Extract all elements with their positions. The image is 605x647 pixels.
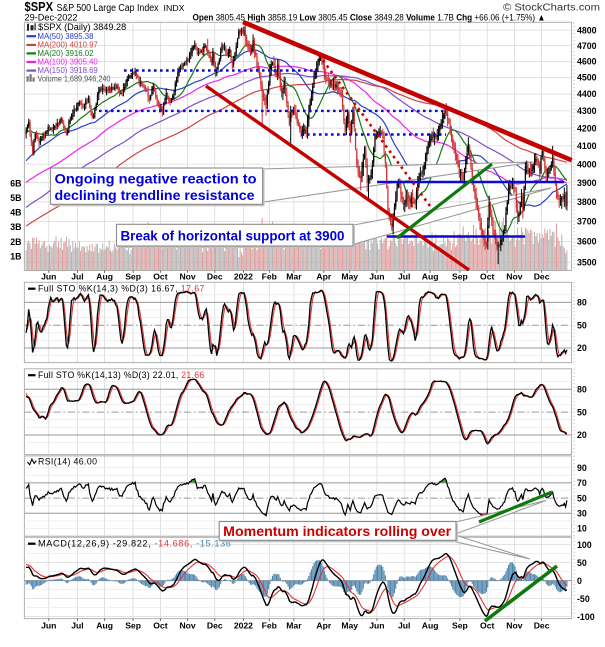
svg-text:Full STO %K(14,3) %D(3) 16.67,: Full STO %K(14,3) %D(3) 16.67, 17.67	[38, 284, 205, 294]
svg-text:Sep: Sep	[125, 272, 141, 282]
svg-text:Volume 1,689,946,240: Volume 1,689,946,240	[38, 75, 112, 84]
svg-text:3500: 3500	[577, 257, 597, 267]
svg-text:Open 3805.45 High 3858.19 Low: Open 3805.45 High 3858.19 Low 3805.45 Cl…	[193, 13, 546, 24]
svg-text:Nov: Nov	[179, 272, 195, 282]
svg-text:Dec: Dec	[534, 272, 550, 282]
svg-text:4700: 4700	[577, 41, 597, 51]
svg-text:Oct: Oct	[153, 621, 167, 631]
svg-text:4200: 4200	[577, 123, 597, 133]
svg-text:MA(50) 3895.38: MA(50) 3895.38	[38, 32, 94, 41]
svg-text:2022: 2022	[234, 272, 253, 282]
svg-text:Mar: Mar	[286, 621, 302, 631]
svg-text:declining trendline resistance: declining trendline resistance	[55, 187, 255, 203]
svg-text:90: 90	[577, 463, 587, 473]
svg-text:3900: 3900	[577, 178, 597, 188]
svg-text:© StockCharts.com: © StockCharts.com	[503, 3, 600, 14]
svg-text:Nov: Nov	[506, 621, 522, 631]
svg-text:3600: 3600	[577, 237, 597, 247]
svg-text:Dec: Dec	[534, 621, 550, 631]
svg-text:$SPX: $SPX	[25, 0, 54, 14]
svg-text:Apr: Apr	[316, 272, 331, 282]
svg-text:Feb: Feb	[262, 621, 277, 631]
svg-text:Oct: Oct	[480, 621, 494, 631]
svg-text:Sep: Sep	[452, 621, 468, 631]
svg-text:Jul: Jul	[71, 272, 83, 282]
svg-text:20: 20	[577, 430, 587, 440]
svg-text:29-Dec-2022: 29-Dec-2022	[25, 13, 78, 23]
svg-text:Aug: Aug	[422, 621, 439, 631]
svg-text:6B: 6B	[10, 178, 21, 188]
svg-text:Ongoing negative reaction to: Ongoing negative reaction to	[55, 170, 257, 186]
svg-text:Break of horizontal support at: Break of horizontal support at 3900	[121, 228, 345, 244]
svg-text:3800: 3800	[577, 197, 597, 207]
svg-text:Mar: Mar	[286, 272, 302, 282]
svg-text:Nov: Nov	[506, 272, 522, 282]
svg-text:Sep: Sep	[452, 272, 468, 282]
svg-text:50: 50	[577, 320, 587, 330]
svg-text:4100: 4100	[577, 141, 597, 151]
svg-text:10: 10	[577, 524, 587, 534]
svg-text:Jun: Jun	[369, 621, 384, 631]
svg-text:0: 0	[577, 576, 582, 586]
svg-text:Jun: Jun	[369, 272, 384, 282]
svg-text:INDX: INDX	[164, 3, 185, 13]
svg-text:Jul: Jul	[398, 272, 410, 282]
svg-text:Full STO %K(14,13) %D(3) 22.01: Full STO %K(14,13) %D(3) 22.01, 21.66	[38, 370, 205, 380]
svg-text:3B: 3B	[10, 222, 21, 232]
svg-text:Apr: Apr	[316, 621, 331, 631]
svg-text:Oct: Oct	[480, 272, 494, 282]
svg-text:4500: 4500	[577, 73, 597, 83]
svg-text:May: May	[341, 621, 358, 631]
svg-text:-100: -100	[577, 612, 595, 622]
svg-text:80: 80	[577, 298, 587, 308]
svg-text:2B: 2B	[10, 237, 21, 247]
svg-text:50: 50	[577, 493, 587, 503]
svg-text:20: 20	[577, 343, 587, 353]
svg-text:Oct: Oct	[153, 272, 167, 282]
svg-text:Dec: Dec	[207, 621, 223, 631]
svg-text:2022: 2022	[234, 621, 253, 631]
svg-text:4B: 4B	[10, 208, 21, 218]
svg-text:3700: 3700	[577, 217, 597, 227]
svg-text:4600: 4600	[577, 57, 597, 67]
svg-text:Jun: Jun	[41, 272, 56, 282]
svg-text:Feb: Feb	[262, 272, 277, 282]
svg-text:30: 30	[577, 509, 587, 519]
svg-text:50: 50	[577, 558, 587, 568]
svg-text:MACD(12,26,9) -29.822, -14.686: MACD(12,26,9) -29.822, -14.686, -15.136	[38, 539, 232, 549]
svg-text:4300: 4300	[577, 106, 597, 116]
svg-text:Aug: Aug	[96, 621, 113, 631]
svg-text:Dec: Dec	[207, 272, 223, 282]
svg-text:S&P 500 Large Cap Index: S&P 500 Large Cap Index	[57, 3, 159, 14]
svg-text:Aug: Aug	[96, 272, 113, 282]
svg-text:100: 100	[577, 540, 592, 550]
svg-text:MA(150) 3918.69: MA(150) 3918.69	[38, 66, 98, 75]
svg-text:MA(20) 3916.02: MA(20) 3916.02	[38, 49, 94, 58]
svg-text:4000: 4000	[577, 159, 597, 169]
svg-text:Jun: Jun	[41, 621, 56, 631]
svg-text:May: May	[341, 272, 358, 282]
svg-text:80: 80	[577, 384, 587, 394]
svg-text:70: 70	[577, 478, 587, 488]
svg-text:4400: 4400	[577, 89, 597, 99]
svg-text:MA(200) 4010.97: MA(200) 4010.97	[38, 41, 98, 50]
svg-text:-50: -50	[577, 594, 590, 604]
svg-text:Sep: Sep	[125, 621, 141, 631]
svg-text:50: 50	[577, 407, 587, 417]
svg-text:$SPX (Daily) 3849.28: $SPX (Daily) 3849.28	[38, 22, 126, 32]
svg-text:Momentum indicators rolling ov: Momentum indicators rolling over	[223, 523, 452, 539]
svg-text:MA(100) 3905.40: MA(100) 3905.40	[38, 58, 99, 67]
svg-text:Jul: Jul	[398, 621, 410, 631]
svg-text:1B: 1B	[10, 251, 21, 261]
svg-text:Jul: Jul	[71, 621, 83, 631]
svg-text:RSI(14) 46.00: RSI(14) 46.00	[38, 457, 97, 467]
svg-text:4800: 4800	[577, 25, 597, 35]
svg-text:Nov: Nov	[179, 621, 195, 631]
svg-text:Aug: Aug	[422, 272, 439, 282]
svg-text:5B: 5B	[10, 193, 21, 203]
